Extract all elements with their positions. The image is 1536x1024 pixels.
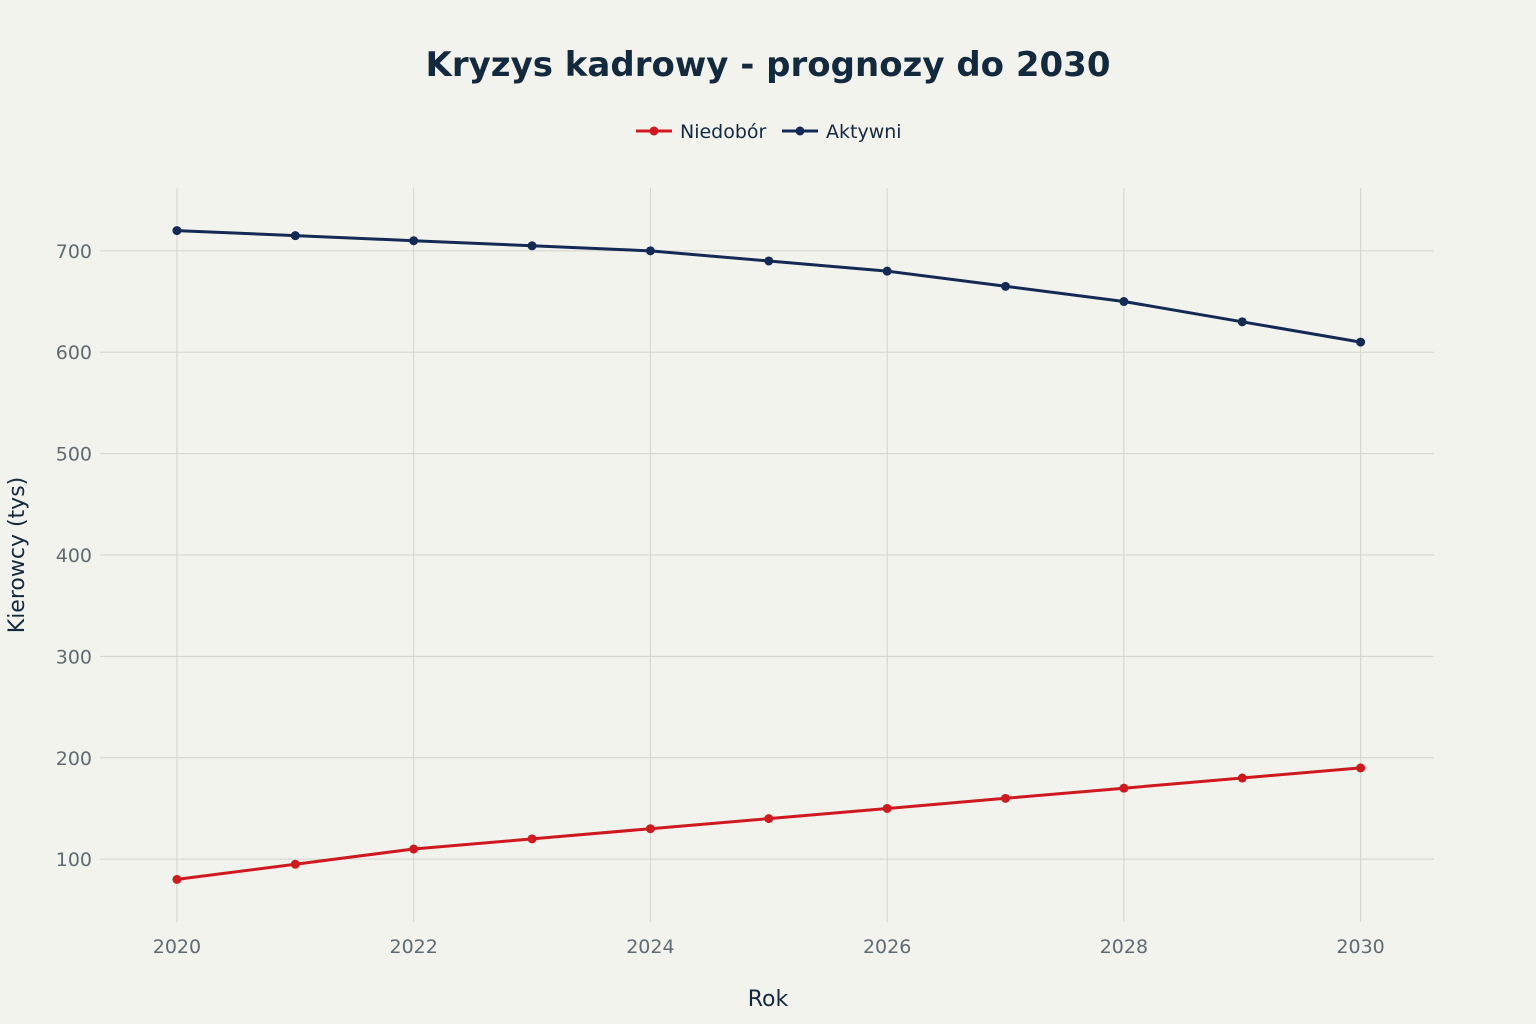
data-point-niedobor (764, 814, 774, 824)
data-point-niedobor (1237, 773, 1247, 783)
y-axis-ticks: 100 200 300 400 500 600 700 (56, 241, 92, 871)
legend-label-niedobor: Niedobór (680, 121, 767, 143)
legend-label-aktywni: Aktywni (826, 121, 902, 143)
x-tick-label: 2026 (863, 936, 911, 958)
chart-title: Kryzys kadrowy - prognozy do 2030 (426, 45, 1111, 85)
data-point-aktywni (1356, 337, 1366, 347)
data-point-niedobor (882, 803, 892, 813)
data-point-niedobor (290, 859, 300, 869)
series-line-aktywni (176, 229, 1361, 344)
y-tick-label: 400 (56, 545, 92, 567)
legend-item-aktywni: Aktywni (782, 121, 902, 143)
x-tick-label: 2020 (153, 936, 201, 958)
data-point-niedobor (1356, 763, 1366, 773)
data-point-aktywni (1119, 297, 1129, 307)
data-point-niedobor (409, 844, 419, 854)
legend-marker-niedobor (649, 126, 659, 136)
data-point-aktywni (409, 236, 419, 246)
y-tick-label: 300 (56, 646, 92, 668)
series-line-niedobor (176, 766, 1361, 881)
legend-item-niedobor: Niedobór (636, 121, 767, 143)
x-tick-label: 2024 (626, 936, 674, 958)
x-tick-label: 2028 (1100, 936, 1148, 958)
data-point-aktywni (172, 226, 182, 236)
data-point-aktywni (290, 231, 300, 241)
x-tick-label: 2030 (1336, 936, 1384, 958)
data-point-niedobor (645, 824, 655, 834)
x-tick-label: 2022 (389, 936, 437, 958)
data-point-niedobor (527, 834, 537, 844)
y-tick-label: 600 (56, 342, 92, 364)
y-axis-title: Kierowcy (tys) (5, 477, 30, 633)
x-axis-title: Rok (748, 987, 789, 1012)
legend: Niedobór Aktywni (636, 121, 902, 143)
y-tick-label: 100 (56, 849, 92, 871)
grid (100, 188, 1434, 922)
data-point-niedobor (1119, 783, 1129, 793)
data-point-aktywni (1001, 281, 1011, 291)
data-point-niedobor (1001, 793, 1011, 803)
data-point-niedobor (172, 874, 182, 884)
y-tick-label: 200 (56, 748, 92, 770)
x-axis-ticks: 2020 2022 2024 2026 2028 2030 (153, 936, 1385, 958)
series-aktywni (172, 226, 1366, 347)
data-point-aktywni (882, 266, 892, 276)
y-tick-label: 500 (56, 444, 92, 466)
data-point-aktywni (527, 241, 537, 251)
data-point-aktywni (1237, 317, 1247, 327)
series-layer (172, 226, 1366, 884)
data-point-aktywni (764, 256, 774, 266)
series-niedobor (172, 763, 1366, 884)
data-point-aktywni (645, 246, 655, 256)
y-tick-label: 700 (56, 241, 92, 263)
legend-marker-aktywni (795, 126, 805, 136)
